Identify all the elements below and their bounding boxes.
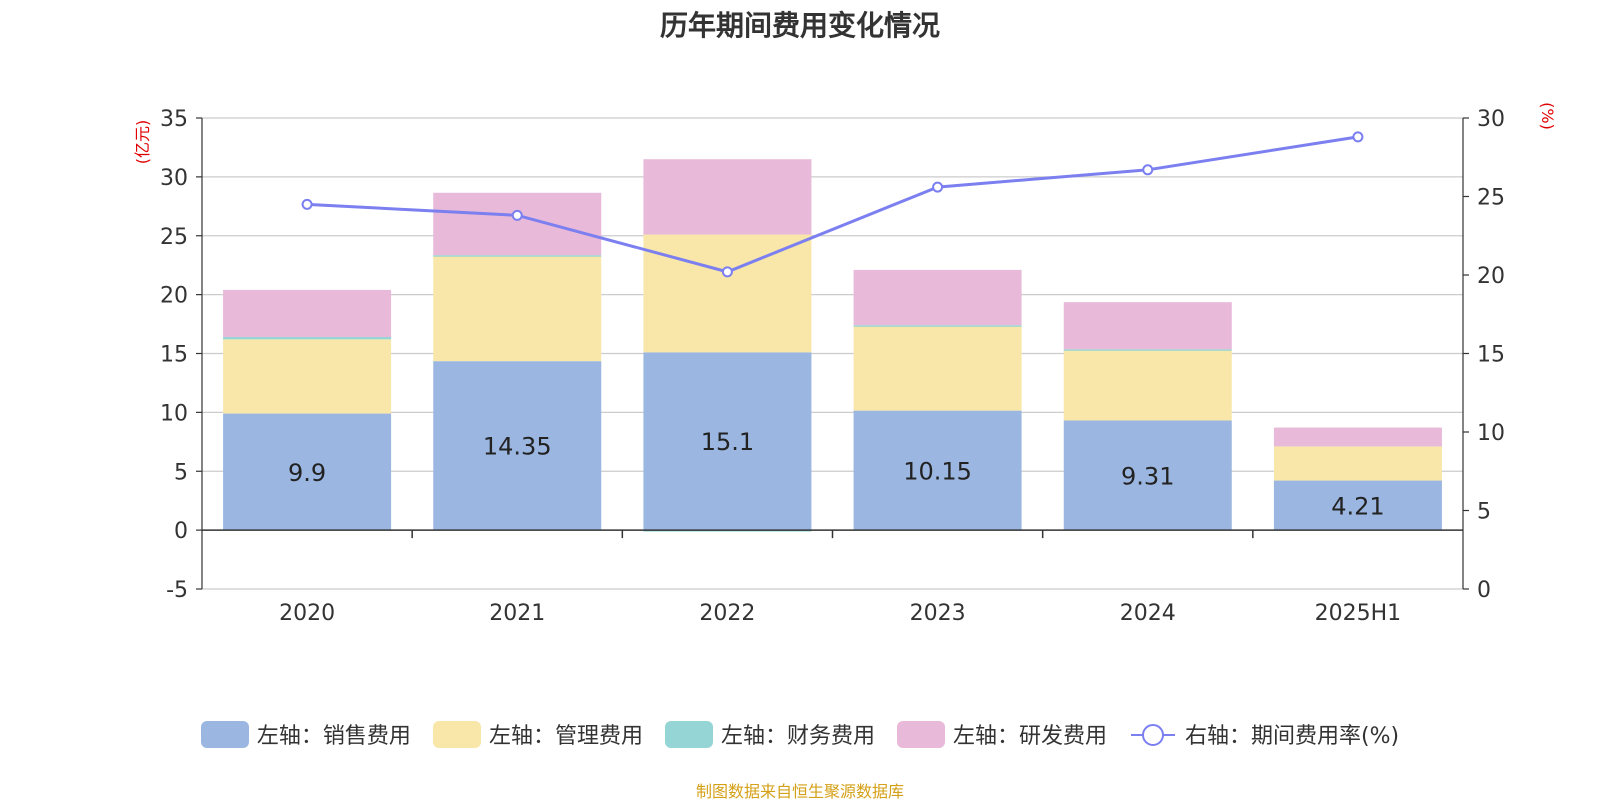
bar-data-label: 9.9 bbox=[288, 459, 326, 487]
rate-line bbox=[307, 135, 1359, 274]
legend-label: 左轴：研发费用 bbox=[952, 724, 1107, 749]
right-axis-tick-label: 15 bbox=[1477, 343, 1505, 368]
x-axis-tick-label: 2021 bbox=[489, 601, 545, 626]
rate-point bbox=[721, 266, 733, 278]
bar-segment bbox=[1063, 349, 1232, 421]
legend-label: 左轴：财务费用 bbox=[720, 724, 875, 749]
bar-segment bbox=[223, 339, 392, 414]
bar-segment bbox=[1273, 480, 1442, 531]
legend: 左轴：销售费用 左轴：管理费用 左轴：财务费用 左轴：研发费用 右轴：期间费用率(%) bbox=[0, 718, 1600, 750]
bar-segment bbox=[853, 325, 1022, 327]
bar-data-label: 10.15 bbox=[903, 457, 972, 485]
left-axis-tick-label: 10 bbox=[160, 401, 188, 426]
legend-item[interactable]: 左轴：管理费用 bbox=[432, 718, 643, 750]
rate-point bbox=[511, 209, 523, 221]
bar-segment bbox=[1063, 349, 1232, 351]
chart-title: 历年期间费用变化情况 bbox=[659, 9, 940, 42]
x-axis-tick-label: 2024 bbox=[1120, 601, 1176, 626]
legend-line-icon bbox=[1130, 723, 1175, 746]
legend-label: 左轴：管理费用 bbox=[488, 724, 643, 749]
right-axis-tick-label: 20 bbox=[1477, 264, 1505, 289]
left-axis-tick-label: 0 bbox=[174, 519, 188, 544]
bar-segment bbox=[223, 289, 392, 338]
bar-segment bbox=[1273, 427, 1442, 447]
bar-data-label: 14.35 bbox=[483, 433, 552, 461]
legend-item[interactable]: 左轴：研发费用 bbox=[896, 718, 1107, 750]
right-axis-tick-label: 0 bbox=[1477, 578, 1491, 603]
legend-item[interactable]: 右轴：期间费用率(%) bbox=[1129, 718, 1399, 750]
bar-segment bbox=[433, 255, 602, 257]
x-axis-tick-label: 2025H1 bbox=[1315, 601, 1402, 626]
legend-label: 左轴：销售费用 bbox=[256, 724, 411, 749]
right-axis-tick-label: 30 bbox=[1477, 107, 1505, 132]
bar-segment bbox=[433, 361, 602, 531]
bar-data-label: 4.21 bbox=[1331, 492, 1384, 520]
source-note: 制图数据来自恒生聚源数据库 bbox=[695, 782, 904, 801]
right-axis-tick-label: 5 bbox=[1477, 500, 1491, 525]
bar-segment bbox=[223, 337, 392, 340]
left-axis-tick-label: 30 bbox=[160, 166, 188, 191]
left-axis-tick-label: 5 bbox=[174, 460, 188, 485]
rate-point bbox=[301, 198, 313, 210]
legend-item[interactable]: 左轴：销售费用 bbox=[200, 718, 411, 750]
left-axis-tick-label: 15 bbox=[160, 343, 188, 368]
bar-segment bbox=[433, 256, 602, 362]
bar-segment bbox=[433, 192, 602, 256]
legend-swatch bbox=[664, 720, 713, 748]
left-axis-tick-label: 25 bbox=[160, 225, 188, 250]
right-axis-tick-label: 25 bbox=[1477, 186, 1505, 211]
left-axis-unit-label: (亿元) bbox=[133, 120, 152, 165]
rate-point bbox=[1352, 131, 1364, 143]
chart-plot: -5 0 5 10 15 20 25 30 35 (亿元) 0 5 10 15 20 25 30 (%) 9.9 20… bbox=[133, 102, 1557, 626]
left-axis-tick-label: 20 bbox=[160, 284, 188, 309]
bar-data-label: 15.1 bbox=[701, 428, 754, 456]
bar-segment bbox=[643, 352, 812, 531]
right-axis-tick-label: 10 bbox=[1477, 421, 1505, 446]
legend-swatch bbox=[432, 720, 481, 748]
x-axis-tick-label: 2020 bbox=[279, 601, 335, 626]
bar-segment bbox=[1273, 446, 1442, 481]
rate-point bbox=[1142, 164, 1154, 176]
bar-segment bbox=[1063, 302, 1232, 350]
bar-segment bbox=[223, 413, 392, 531]
bar-segment bbox=[1063, 420, 1232, 531]
rate-point bbox=[932, 181, 944, 193]
bar-segment bbox=[643, 234, 812, 353]
legend-swatch bbox=[200, 720, 249, 748]
bar-segment bbox=[643, 159, 812, 235]
legend-item[interactable]: 左轴：财务费用 bbox=[664, 718, 875, 750]
bar-segment bbox=[853, 269, 1022, 326]
bar-data-label: 9.31 bbox=[1121, 462, 1174, 490]
x-axis-tick-label: 2022 bbox=[699, 601, 755, 626]
right-axis-unit-label: (%) bbox=[1538, 102, 1557, 130]
left-axis-tick-label: -5 bbox=[166, 578, 188, 603]
legend-label: 右轴：期间费用率(%) bbox=[1184, 724, 1400, 749]
left-axis-tick-label: 35 bbox=[160, 107, 188, 132]
bar-segment bbox=[853, 410, 1022, 531]
bar-segment bbox=[853, 325, 1022, 411]
x-axis-tick-label: 2023 bbox=[910, 601, 966, 626]
legend-swatch bbox=[896, 720, 945, 748]
